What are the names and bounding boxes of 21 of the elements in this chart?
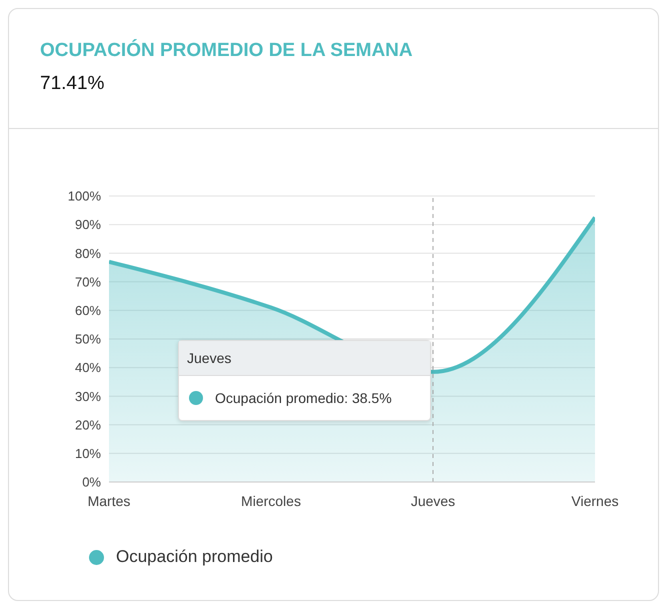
y-tick-label: 70%	[74, 274, 102, 290]
x-tick-label: Martes	[88, 492, 130, 509]
y-tick-label: 50%	[74, 332, 102, 347]
y-tick-label: 10%	[74, 446, 102, 462]
chart-title: OCUPACIÓN PROMEDIO DE LA SEMANA	[40, 40, 413, 62]
x-tick-label: Miercoles	[241, 492, 301, 509]
y-tick-label: 20%	[74, 417, 102, 432]
y-tick-label: 90%	[74, 217, 102, 232]
y-tick-label: 100%	[68, 188, 102, 204]
annotation: Ocupación promedio: 38.5%	[215, 390, 392, 406]
x-tick-label: Viernes	[571, 492, 619, 509]
y-tick-label: 0%	[82, 474, 102, 490]
y-tick-label: 60%	[74, 303, 102, 318]
legend-label: Ocupación promedio	[116, 547, 273, 567]
chart-subtitle: 71.41%	[40, 73, 104, 95]
tooltip-box: Jueves Ocupación promedio: 38.5%	[178, 340, 431, 421]
y-tick-label: 40%	[74, 360, 102, 376]
annotation: Jueves	[179, 341, 430, 376]
y-tick-label: 30%	[74, 388, 102, 404]
y-tick-label: 80%	[74, 246, 102, 261]
x-tick-label: Jueves	[410, 492, 456, 509]
